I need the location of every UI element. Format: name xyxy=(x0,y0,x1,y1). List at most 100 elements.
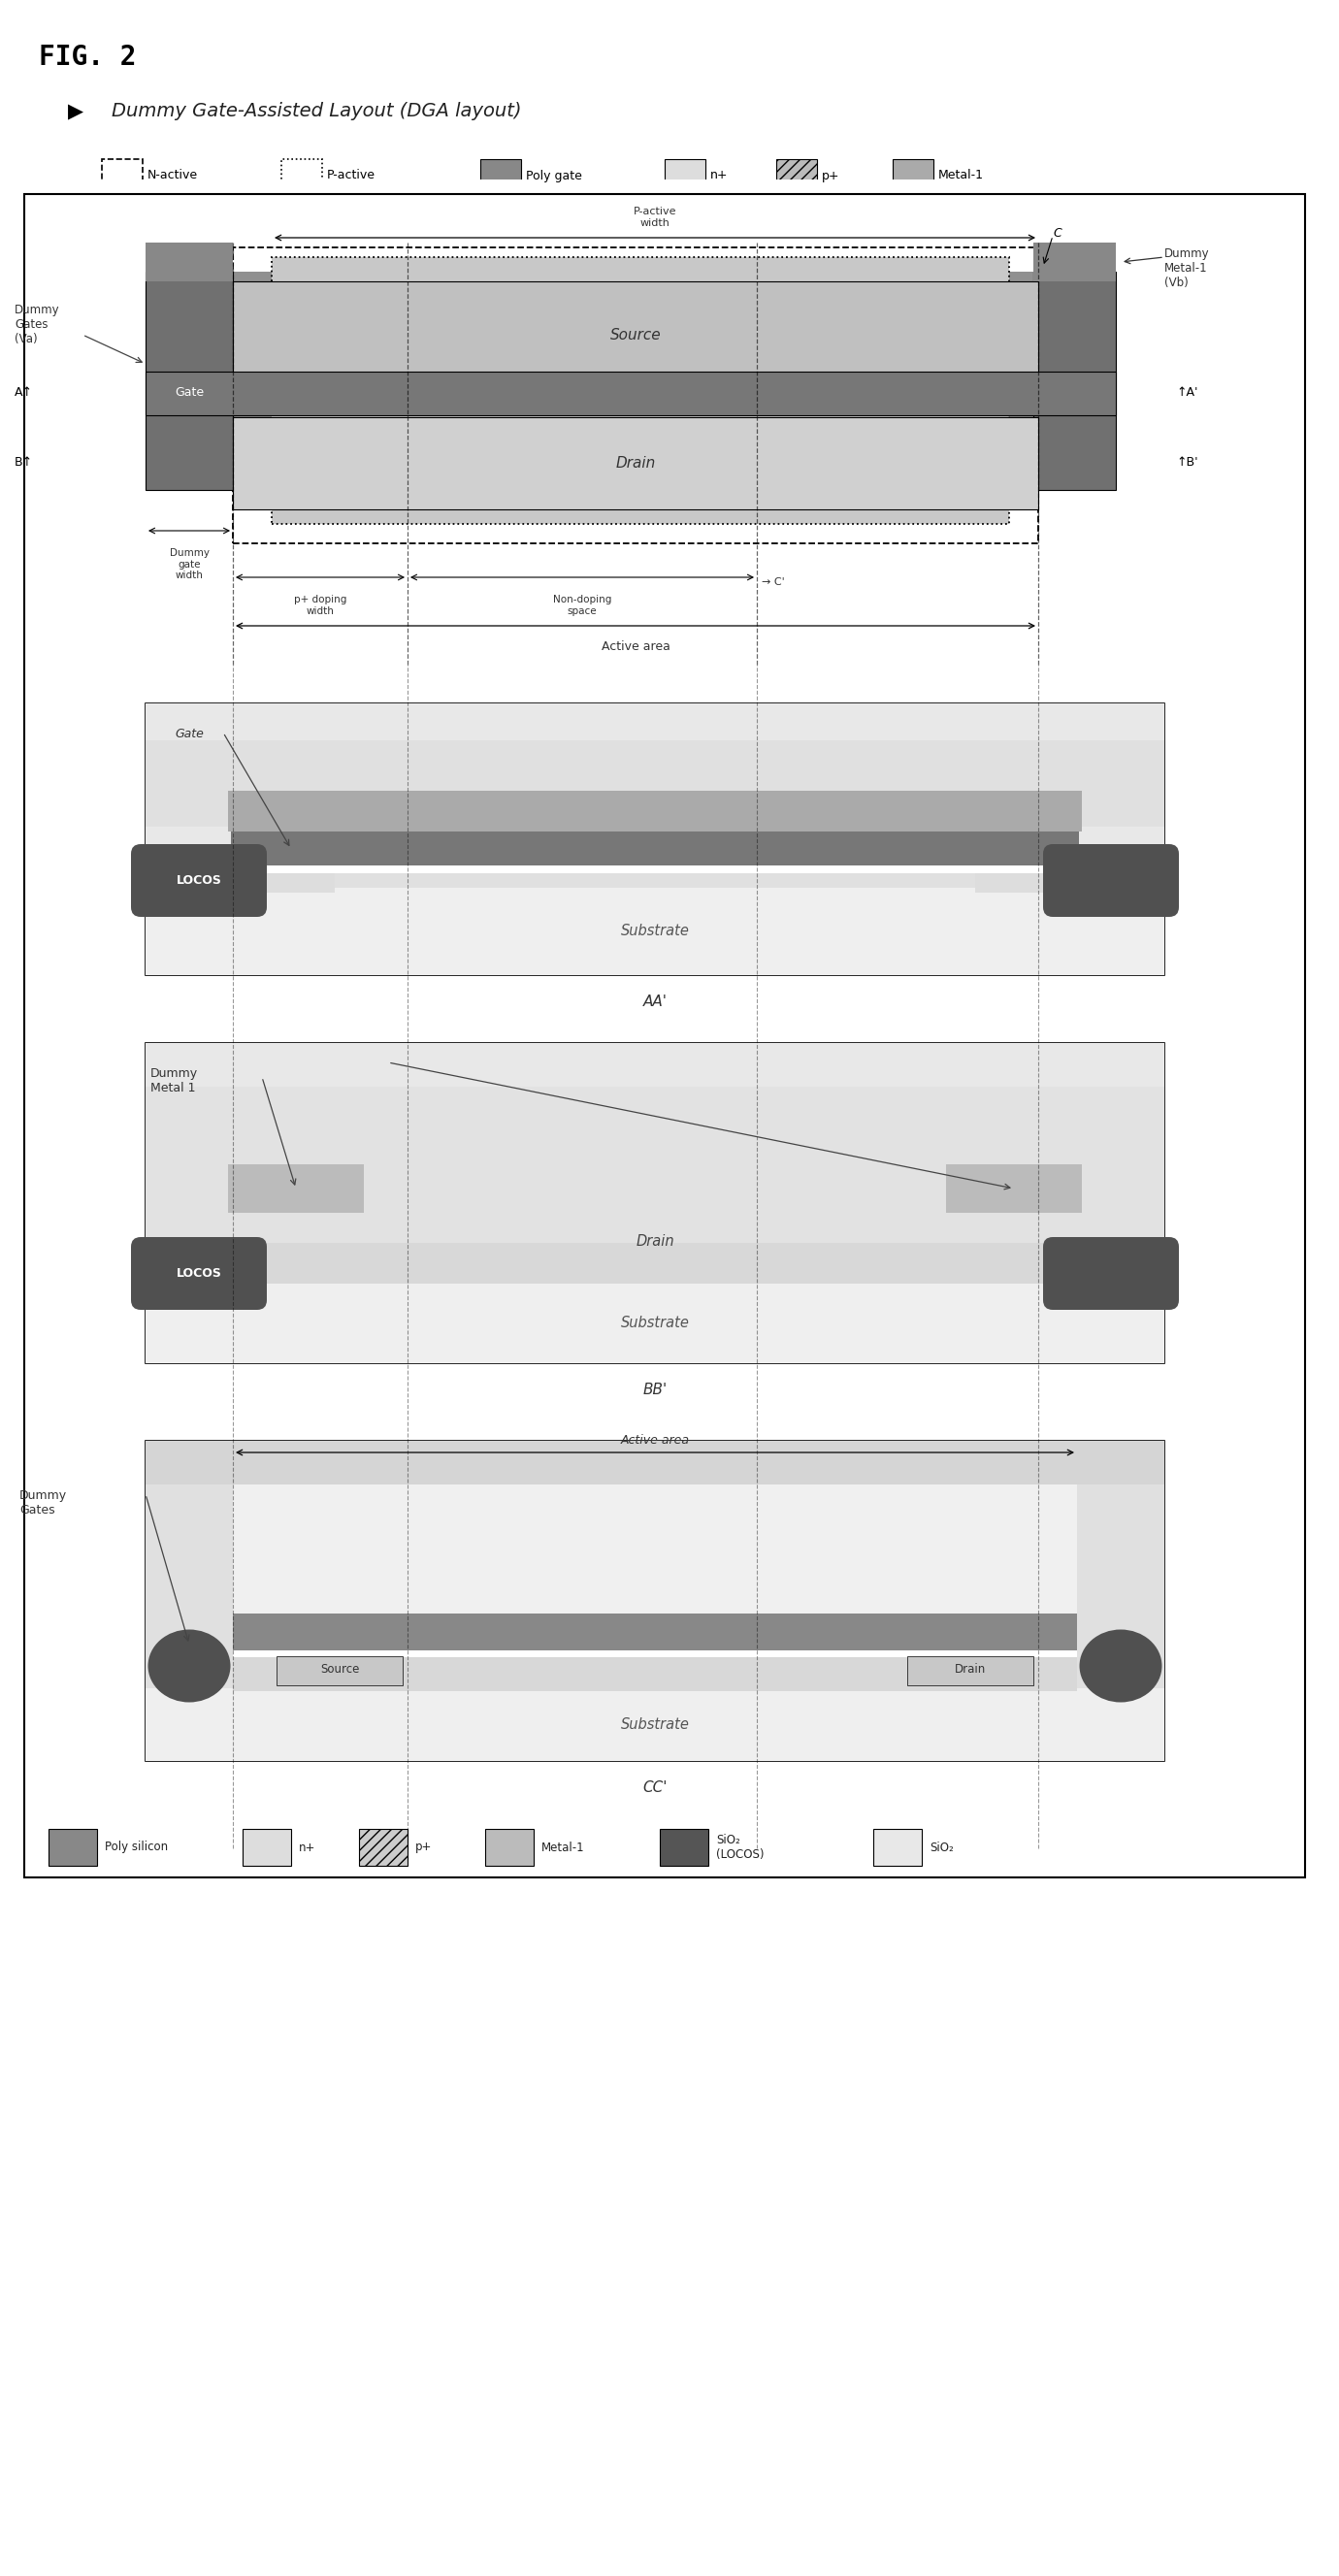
Text: P-active: P-active xyxy=(327,170,375,183)
Bar xyxy=(485,1829,534,1865)
Text: → C': → C' xyxy=(762,577,785,587)
Bar xyxy=(233,1649,1077,1690)
Text: p+ doping
width: p+ doping width xyxy=(293,595,347,616)
Text: Source: Source xyxy=(320,1664,359,1677)
Text: Gate: Gate xyxy=(174,386,204,399)
Bar xyxy=(233,247,1038,544)
Bar xyxy=(893,160,933,193)
Bar xyxy=(233,1651,1077,1656)
Text: Dummy
gate
width: Dummy gate width xyxy=(169,549,209,580)
Bar xyxy=(48,1829,96,1865)
Text: B↑: B↑ xyxy=(15,456,33,469)
Bar xyxy=(146,703,1165,917)
Bar xyxy=(1079,827,1165,889)
Text: Dummy
Gates
(Va): Dummy Gates (Va) xyxy=(15,304,60,345)
Bar xyxy=(146,242,233,281)
Bar xyxy=(228,1164,364,1213)
Text: ▶: ▶ xyxy=(68,103,83,121)
Bar xyxy=(146,1043,1165,1087)
Text: AA': AA' xyxy=(643,994,667,1010)
Bar xyxy=(481,160,521,193)
Bar xyxy=(228,866,1082,873)
Text: Drain: Drain xyxy=(616,456,656,469)
Bar xyxy=(48,180,1261,654)
Bar xyxy=(146,889,1165,976)
FancyBboxPatch shape xyxy=(1043,845,1178,917)
Text: FIG. 2: FIG. 2 xyxy=(39,44,137,70)
Bar xyxy=(777,160,817,193)
Text: P-active
width: P-active width xyxy=(633,206,676,229)
Bar xyxy=(975,858,1082,894)
Bar xyxy=(146,703,1165,739)
Text: n+: n+ xyxy=(710,170,728,183)
Bar xyxy=(228,791,1082,832)
Bar xyxy=(146,270,1115,489)
Text: SiO₂
(LOCOS): SiO₂ (LOCOS) xyxy=(716,1834,765,1860)
Bar xyxy=(146,827,230,889)
Bar xyxy=(228,1242,1082,1283)
Bar xyxy=(359,1829,407,1865)
Bar xyxy=(146,270,233,489)
Bar xyxy=(228,832,1082,868)
Bar xyxy=(146,1440,233,1713)
Bar xyxy=(660,1829,708,1865)
FancyBboxPatch shape xyxy=(1043,1236,1178,1309)
Text: Dummy
Metal 1: Dummy Metal 1 xyxy=(150,1066,198,1095)
Text: Metal-1: Metal-1 xyxy=(939,170,984,183)
Bar xyxy=(242,1829,291,1865)
Bar xyxy=(277,1656,403,1685)
Bar xyxy=(146,1440,1165,1484)
Text: A↑: A↑ xyxy=(15,386,33,399)
Bar xyxy=(908,1656,1034,1685)
Text: ↑B': ↑B' xyxy=(1177,456,1198,469)
Bar xyxy=(272,258,1010,523)
Text: Drain: Drain xyxy=(636,1234,674,1249)
Text: Substrate: Substrate xyxy=(620,1718,690,1734)
Bar xyxy=(228,858,335,894)
Bar xyxy=(1034,270,1115,489)
Bar xyxy=(146,703,1165,976)
Text: n+: n+ xyxy=(299,1842,316,1855)
Text: ↑A': ↑A' xyxy=(1177,386,1198,399)
Bar xyxy=(146,1043,1165,1363)
Text: Dummy
Metal-1
(Vb): Dummy Metal-1 (Vb) xyxy=(1165,247,1209,289)
Text: SiO₂: SiO₂ xyxy=(929,1842,953,1855)
Bar xyxy=(146,1687,1165,1762)
FancyBboxPatch shape xyxy=(131,845,266,917)
Text: Poly gate: Poly gate xyxy=(526,170,582,183)
Text: p+: p+ xyxy=(415,1842,432,1855)
Text: Substrate: Substrate xyxy=(620,925,690,938)
Text: Dummy
Gates: Dummy Gates xyxy=(19,1489,67,1517)
Ellipse shape xyxy=(149,1631,230,1703)
Bar xyxy=(102,160,143,193)
Text: Active area: Active area xyxy=(601,641,670,652)
Bar xyxy=(146,1440,1165,1762)
Text: Source: Source xyxy=(611,327,661,343)
Bar xyxy=(146,371,1115,415)
Text: Active area: Active area xyxy=(620,1435,690,1448)
Text: N-active: N-active xyxy=(147,170,198,183)
Bar xyxy=(873,1829,921,1865)
Bar xyxy=(664,160,706,193)
Bar xyxy=(146,1280,1165,1363)
Bar xyxy=(947,1164,1082,1213)
Text: Poly silicon: Poly silicon xyxy=(104,1842,167,1855)
Text: LOCOS: LOCOS xyxy=(177,873,222,886)
Text: Gate: Gate xyxy=(174,726,204,739)
Text: BB': BB' xyxy=(643,1383,667,1396)
Text: p+: p+ xyxy=(822,170,840,183)
Text: CC': CC' xyxy=(643,1780,667,1795)
Bar xyxy=(233,1613,1077,1651)
Bar xyxy=(24,193,1306,1878)
Text: C: C xyxy=(1052,227,1062,240)
FancyBboxPatch shape xyxy=(131,1236,266,1309)
Text: Non-doping
space: Non-doping space xyxy=(553,595,612,616)
Bar xyxy=(233,281,1038,389)
Text: Dummy Gate-Assisted Layout (DGA layout): Dummy Gate-Assisted Layout (DGA layout) xyxy=(111,103,521,121)
Bar xyxy=(233,417,1038,510)
Text: LOCOS: LOCOS xyxy=(177,1267,222,1280)
Text: Substrate: Substrate xyxy=(620,1316,690,1329)
Text: Metal-1: Metal-1 xyxy=(541,1842,585,1855)
Bar xyxy=(1034,242,1115,281)
Bar xyxy=(281,160,323,193)
